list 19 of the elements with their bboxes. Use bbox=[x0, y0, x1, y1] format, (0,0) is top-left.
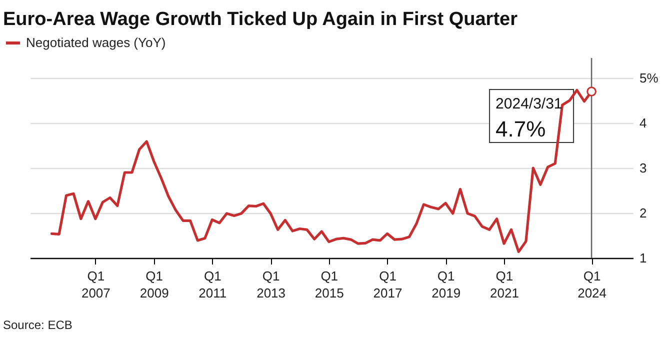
chart-title: Euro-Area Wage Growth Ticked Up Again in First Quarter bbox=[3, 9, 518, 30]
x-tick-label: Q1 2019 bbox=[432, 268, 461, 300]
source-note: Source: ECB bbox=[3, 318, 72, 332]
x-tick-label: Q1 2011 bbox=[198, 268, 227, 300]
y-tick-label: 3 bbox=[640, 160, 647, 176]
x-tick-label: Q1 2007 bbox=[81, 268, 110, 300]
y-tick-label: 5% bbox=[640, 70, 659, 86]
legend-label: Negotiated wages (YoY) bbox=[26, 35, 166, 50]
x-tick-label: Q1 2013 bbox=[256, 268, 286, 300]
x-tick-label: Q1 2009 bbox=[140, 268, 169, 300]
x-tick-label: Q1 2015 bbox=[314, 268, 344, 300]
annotation: 4.7% bbox=[496, 116, 546, 142]
x-tick-label: Q1 2024 bbox=[578, 268, 606, 300]
x-tick-label: Q1 2017 bbox=[373, 268, 402, 300]
y-tick-label: 2 bbox=[640, 206, 647, 220]
annotation: 2024/3/31 bbox=[496, 96, 562, 112]
y-tick-label: 4 bbox=[640, 116, 647, 130]
y-tick-label: 1 bbox=[640, 250, 647, 266]
x-tick-label: Q1 2021 bbox=[490, 268, 519, 300]
